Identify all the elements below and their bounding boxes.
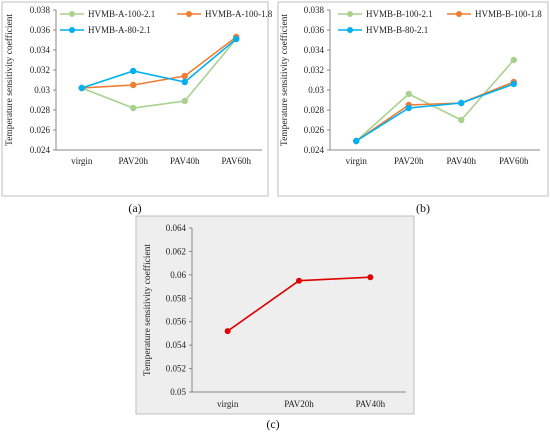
panel-label: (b) (416, 201, 430, 215)
legend-swatch-marker (186, 11, 192, 17)
y-tick-label: 0.034 (30, 45, 51, 55)
y-tick-label: 0.032 (30, 65, 50, 75)
series-line (355, 83, 515, 142)
x-tick-label: virgin (217, 399, 239, 409)
data-point (367, 274, 374, 281)
legend-label: HVMB-B-100-1.8 (475, 9, 542, 19)
y-tick-label: 0.03 (34, 85, 50, 95)
data-point (233, 35, 240, 43)
x-tick-label: PAV40h (446, 156, 476, 166)
data-point (296, 277, 302, 284)
legend-label: HVMB-A-100-2.1 (88, 9, 155, 19)
y-tick-label: 0.052 (166, 364, 186, 374)
data-point (510, 80, 517, 88)
y-tick-label: 0.038 (304, 5, 325, 15)
legend-swatch-marker (69, 11, 75, 17)
y-tick-label: 0.038 (30, 5, 51, 15)
y-tick-label: 0.062 (166, 246, 186, 256)
y-tick-label: 0.064 (166, 223, 187, 233)
legend-swatch-marker (347, 27, 353, 33)
legend-label: HVMB-A-80-2.1 (88, 25, 151, 35)
series-line (355, 81, 515, 142)
x-tick-label: PAV20h (118, 156, 148, 166)
x-tick-label: PAV60h (221, 156, 251, 166)
series-line (355, 59, 515, 142)
y-tick-label: 0.026 (30, 125, 51, 135)
x-tick-label: PAV40h (170, 156, 200, 166)
chart-panel-3: 0.05 0.052 0.054 0.056 0.058 0.06 0.062 0.064 vi… (135, 215, 415, 415)
y-tick-label: 0.028 (30, 105, 51, 115)
y-tick-label: 0.036 (30, 25, 51, 35)
data-point (405, 90, 412, 98)
series-line (81, 38, 237, 109)
legend-swatch-marker (347, 11, 353, 17)
series-line (81, 38, 237, 89)
data-point (405, 104, 412, 112)
data-point (181, 97, 188, 105)
y-axis-title: Temperature sensitivity coefficient (4, 14, 15, 146)
x-tick-label: PAV20h (394, 156, 424, 166)
x-tick-label: PAV40h (356, 399, 386, 409)
y-axis-title: Temperature sensitivity coefficient (279, 14, 290, 146)
chart-panel-1: 0.024 0.026 0.028 0.03 0.032 0.034 0.036 0.038 v… (1, 1, 273, 197)
y-tick-label: 0.024 (304, 145, 325, 155)
y-axis-title: Temperature sensitivity coefficient (142, 244, 153, 376)
series-line (81, 36, 237, 89)
y-tick-label: 0.026 (304, 125, 325, 135)
y-tick-label: 0.058 (166, 293, 187, 303)
y-tick-label: 0.032 (304, 65, 324, 75)
legend-swatch-marker (69, 27, 75, 33)
y-tick-label: 0.028 (304, 105, 325, 115)
data-point (78, 84, 85, 92)
y-tick-label: 0.056 (166, 317, 187, 327)
x-tick-label: PAV20h (284, 399, 314, 409)
panel-frame (277, 1, 549, 197)
data-point (458, 116, 465, 124)
y-tick-label: 0.036 (304, 25, 325, 35)
y-tick-label: 0.054 (166, 340, 187, 350)
data-point (181, 72, 188, 80)
panel-label: (a) (128, 201, 141, 215)
y-tick-label: 0.034 (304, 45, 325, 55)
x-tick-label: virgin (346, 156, 368, 166)
y-tick-label: 0.024 (30, 145, 51, 155)
data-point (353, 137, 360, 145)
legend-swatch-marker (456, 11, 462, 17)
legend-label: HVMB-B-80-2.1 (366, 25, 428, 35)
data-point (130, 81, 137, 89)
x-tick-label: PAV60h (499, 156, 529, 166)
data-point (458, 99, 465, 107)
y-tick-label: 0.05 (170, 387, 186, 397)
data-point (130, 67, 137, 75)
chart-panel-2: 0.024 0.026 0.028 0.03 0.032 0.034 0.036 0.038 v… (277, 1, 549, 197)
data-point (510, 56, 517, 64)
data-point (130, 104, 137, 112)
x-tick-label: virgin (71, 156, 93, 166)
panel-frame (135, 215, 415, 415)
y-tick-label: 0.06 (170, 270, 186, 280)
legend-label: HVMB-A-100-1.8 (205, 9, 273, 19)
legend-label: HVMB-B-100-2.1 (366, 9, 433, 19)
panel-frame (1, 1, 269, 197)
data-point (181, 78, 188, 86)
data-point (224, 328, 231, 335)
panel-label: (c) (266, 417, 279, 431)
y-tick-label: 0.03 (308, 85, 324, 95)
